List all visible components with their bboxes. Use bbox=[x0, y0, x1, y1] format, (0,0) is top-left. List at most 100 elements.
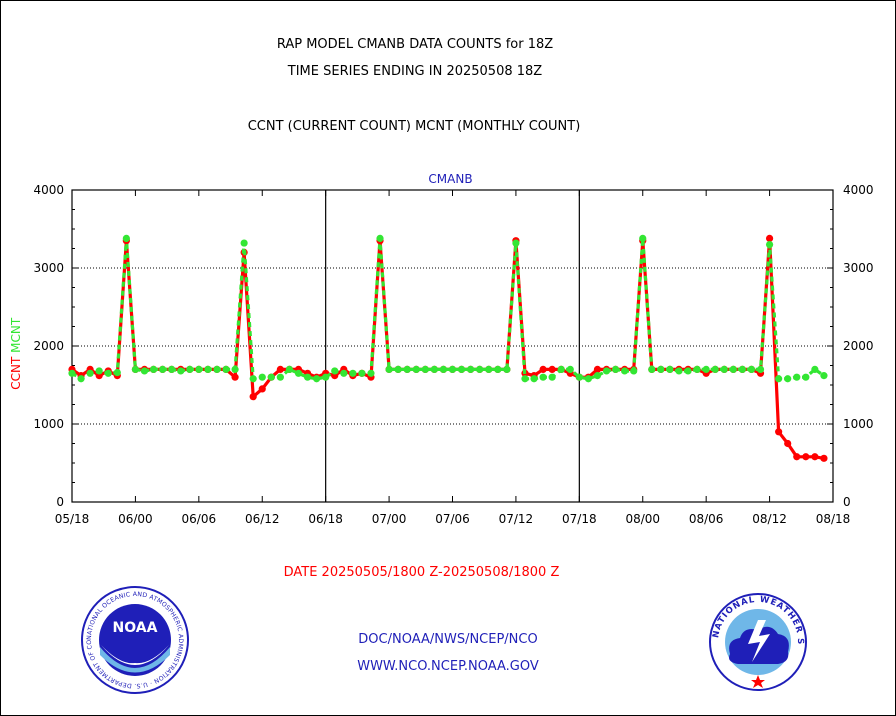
data-point-ccnt bbox=[802, 453, 810, 461]
data-point-mcnt bbox=[602, 367, 611, 375]
y-tick-label-left: 0 bbox=[56, 495, 64, 509]
data-point-mcnt bbox=[566, 365, 574, 373]
data-point-mcnt bbox=[177, 367, 185, 375]
data-point-mcnt bbox=[68, 369, 76, 377]
footer-website-link[interactable]: WWW.NCO.NCEP.NOAA.GOV bbox=[357, 659, 539, 674]
y-tick-label-right: 1000 bbox=[843, 417, 874, 431]
y-axis-label-mcnt: MCNT bbox=[9, 317, 23, 353]
data-point-ccnt bbox=[775, 428, 783, 436]
data-point-mcnt bbox=[285, 365, 294, 373]
data-point-ccnt bbox=[231, 373, 239, 381]
data-point-mcnt bbox=[747, 365, 756, 373]
y-tick-label-right: 2000 bbox=[843, 339, 874, 353]
date-range-label: DATE 20250505/1800 Z-20250508/1800 Z bbox=[283, 565, 560, 580]
data-point-mcnt bbox=[149, 365, 158, 373]
x-tick-label: 07/12 bbox=[499, 512, 534, 526]
data-point-ccnt bbox=[249, 393, 257, 401]
data-point-mcnt bbox=[548, 373, 556, 381]
x-tick-label: 05/18 bbox=[55, 512, 90, 526]
data-point-mcnt bbox=[195, 365, 203, 373]
data-point-mcnt bbox=[430, 365, 438, 373]
data-point-mcnt bbox=[412, 365, 420, 373]
data-point-mcnt bbox=[693, 365, 701, 373]
data-point-mcnt bbox=[358, 369, 366, 377]
data-point-mcnt bbox=[775, 375, 783, 383]
data-point-mcnt bbox=[385, 365, 393, 373]
data-point-mcnt bbox=[258, 373, 266, 381]
data-point-mcnt bbox=[530, 375, 538, 383]
chart-subtitle: CCNT (CURRENT COUNT) MCNT (MONTHLY COUNT… bbox=[247, 119, 581, 134]
data-point-mcnt bbox=[793, 373, 801, 381]
data-point-mcnt bbox=[811, 365, 819, 373]
data-point-mcnt bbox=[421, 365, 429, 373]
data-point-mcnt bbox=[648, 365, 656, 373]
data-point-mcnt bbox=[204, 365, 212, 373]
data-point-mcnt bbox=[122, 234, 130, 242]
y-axis-label-ccnt: CCNT bbox=[9, 353, 23, 390]
x-tick-label: 08/06 bbox=[689, 512, 724, 526]
x-tick-label: 08/12 bbox=[752, 512, 787, 526]
data-point-mcnt bbox=[158, 365, 167, 373]
noaa-logo-text: NOAA bbox=[113, 620, 158, 636]
data-point-mcnt bbox=[249, 375, 257, 383]
x-tick-label: 08/00 bbox=[625, 512, 660, 526]
data-point-mcnt bbox=[621, 367, 629, 375]
data-point-mcnt bbox=[448, 365, 457, 373]
x-tick-label: 06/12 bbox=[245, 512, 280, 526]
data-point-ccnt bbox=[548, 365, 556, 373]
data-point-mcnt bbox=[584, 375, 592, 383]
data-point-mcnt bbox=[213, 365, 221, 373]
x-tick-label: 07/06 bbox=[435, 512, 470, 526]
data-point-mcnt bbox=[95, 367, 103, 375]
data-point-mcnt bbox=[666, 365, 674, 373]
y-tick-label-left: 1000 bbox=[33, 417, 64, 431]
data-point-mcnt bbox=[394, 365, 402, 373]
x-tick-label: 06/00 bbox=[118, 512, 153, 526]
x-tick-label: 07/18 bbox=[562, 512, 597, 526]
data-point-mcnt bbox=[86, 369, 94, 377]
y-tick-label-right: 4000 bbox=[843, 183, 874, 197]
data-point-mcnt bbox=[77, 375, 85, 383]
data-point-mcnt bbox=[313, 375, 321, 383]
data-point-mcnt bbox=[557, 365, 565, 373]
data-point-mcnt bbox=[240, 239, 248, 247]
data-point-mcnt bbox=[322, 373, 330, 381]
data-point-mcnt bbox=[485, 365, 493, 373]
data-point-ccnt bbox=[258, 385, 266, 393]
data-point-mcnt bbox=[168, 365, 176, 373]
data-point-mcnt bbox=[439, 365, 448, 373]
y-tick-label-right: 0 bbox=[843, 495, 851, 509]
data-point-mcnt bbox=[611, 365, 620, 373]
data-point-mcnt bbox=[639, 234, 647, 242]
data-point-mcnt bbox=[720, 365, 728, 373]
nws-logo: NATIONAL WEATHER SERVICE bbox=[708, 592, 807, 691]
data-point-mcnt bbox=[575, 373, 583, 381]
y-axis-label: CCNT MCNT bbox=[9, 317, 23, 390]
x-tick-label: 07/00 bbox=[372, 512, 407, 526]
data-point-mcnt bbox=[131, 365, 140, 373]
data-point-mcnt bbox=[539, 373, 547, 381]
data-point-ccnt bbox=[765, 234, 774, 242]
series-line-ccnt bbox=[71, 236, 825, 460]
data-point-mcnt bbox=[512, 239, 520, 247]
data-point-mcnt bbox=[267, 373, 275, 381]
data-point-mcnt bbox=[367, 369, 375, 377]
y-tick-label-left: 4000 bbox=[33, 183, 64, 197]
data-point-mcnt bbox=[494, 365, 502, 373]
data-point-mcnt bbox=[657, 365, 665, 373]
data-point-ccnt bbox=[276, 365, 284, 373]
chart-title-line1: RAP MODEL CMANB DATA COUNTS for 18Z bbox=[276, 37, 554, 52]
data-point-mcnt bbox=[113, 368, 121, 377]
data-point-mcnt bbox=[503, 365, 511, 373]
series-line-mcnt bbox=[71, 236, 825, 381]
chart-labels: 0 0 1000 1000 2000 2000 3000 3000 4000 4000 05/18 0… bbox=[9, 172, 874, 526]
x-tick-label: 08/18 bbox=[816, 512, 851, 526]
data-point-mcnt bbox=[738, 365, 747, 373]
data-point-mcnt bbox=[820, 372, 828, 380]
y-tick-label-left: 3000 bbox=[33, 261, 64, 275]
data-point-mcnt bbox=[186, 365, 194, 373]
data-point-mcnt bbox=[140, 367, 149, 375]
plot-title: CMANB bbox=[428, 172, 472, 186]
data-point-mcnt bbox=[802, 373, 810, 381]
